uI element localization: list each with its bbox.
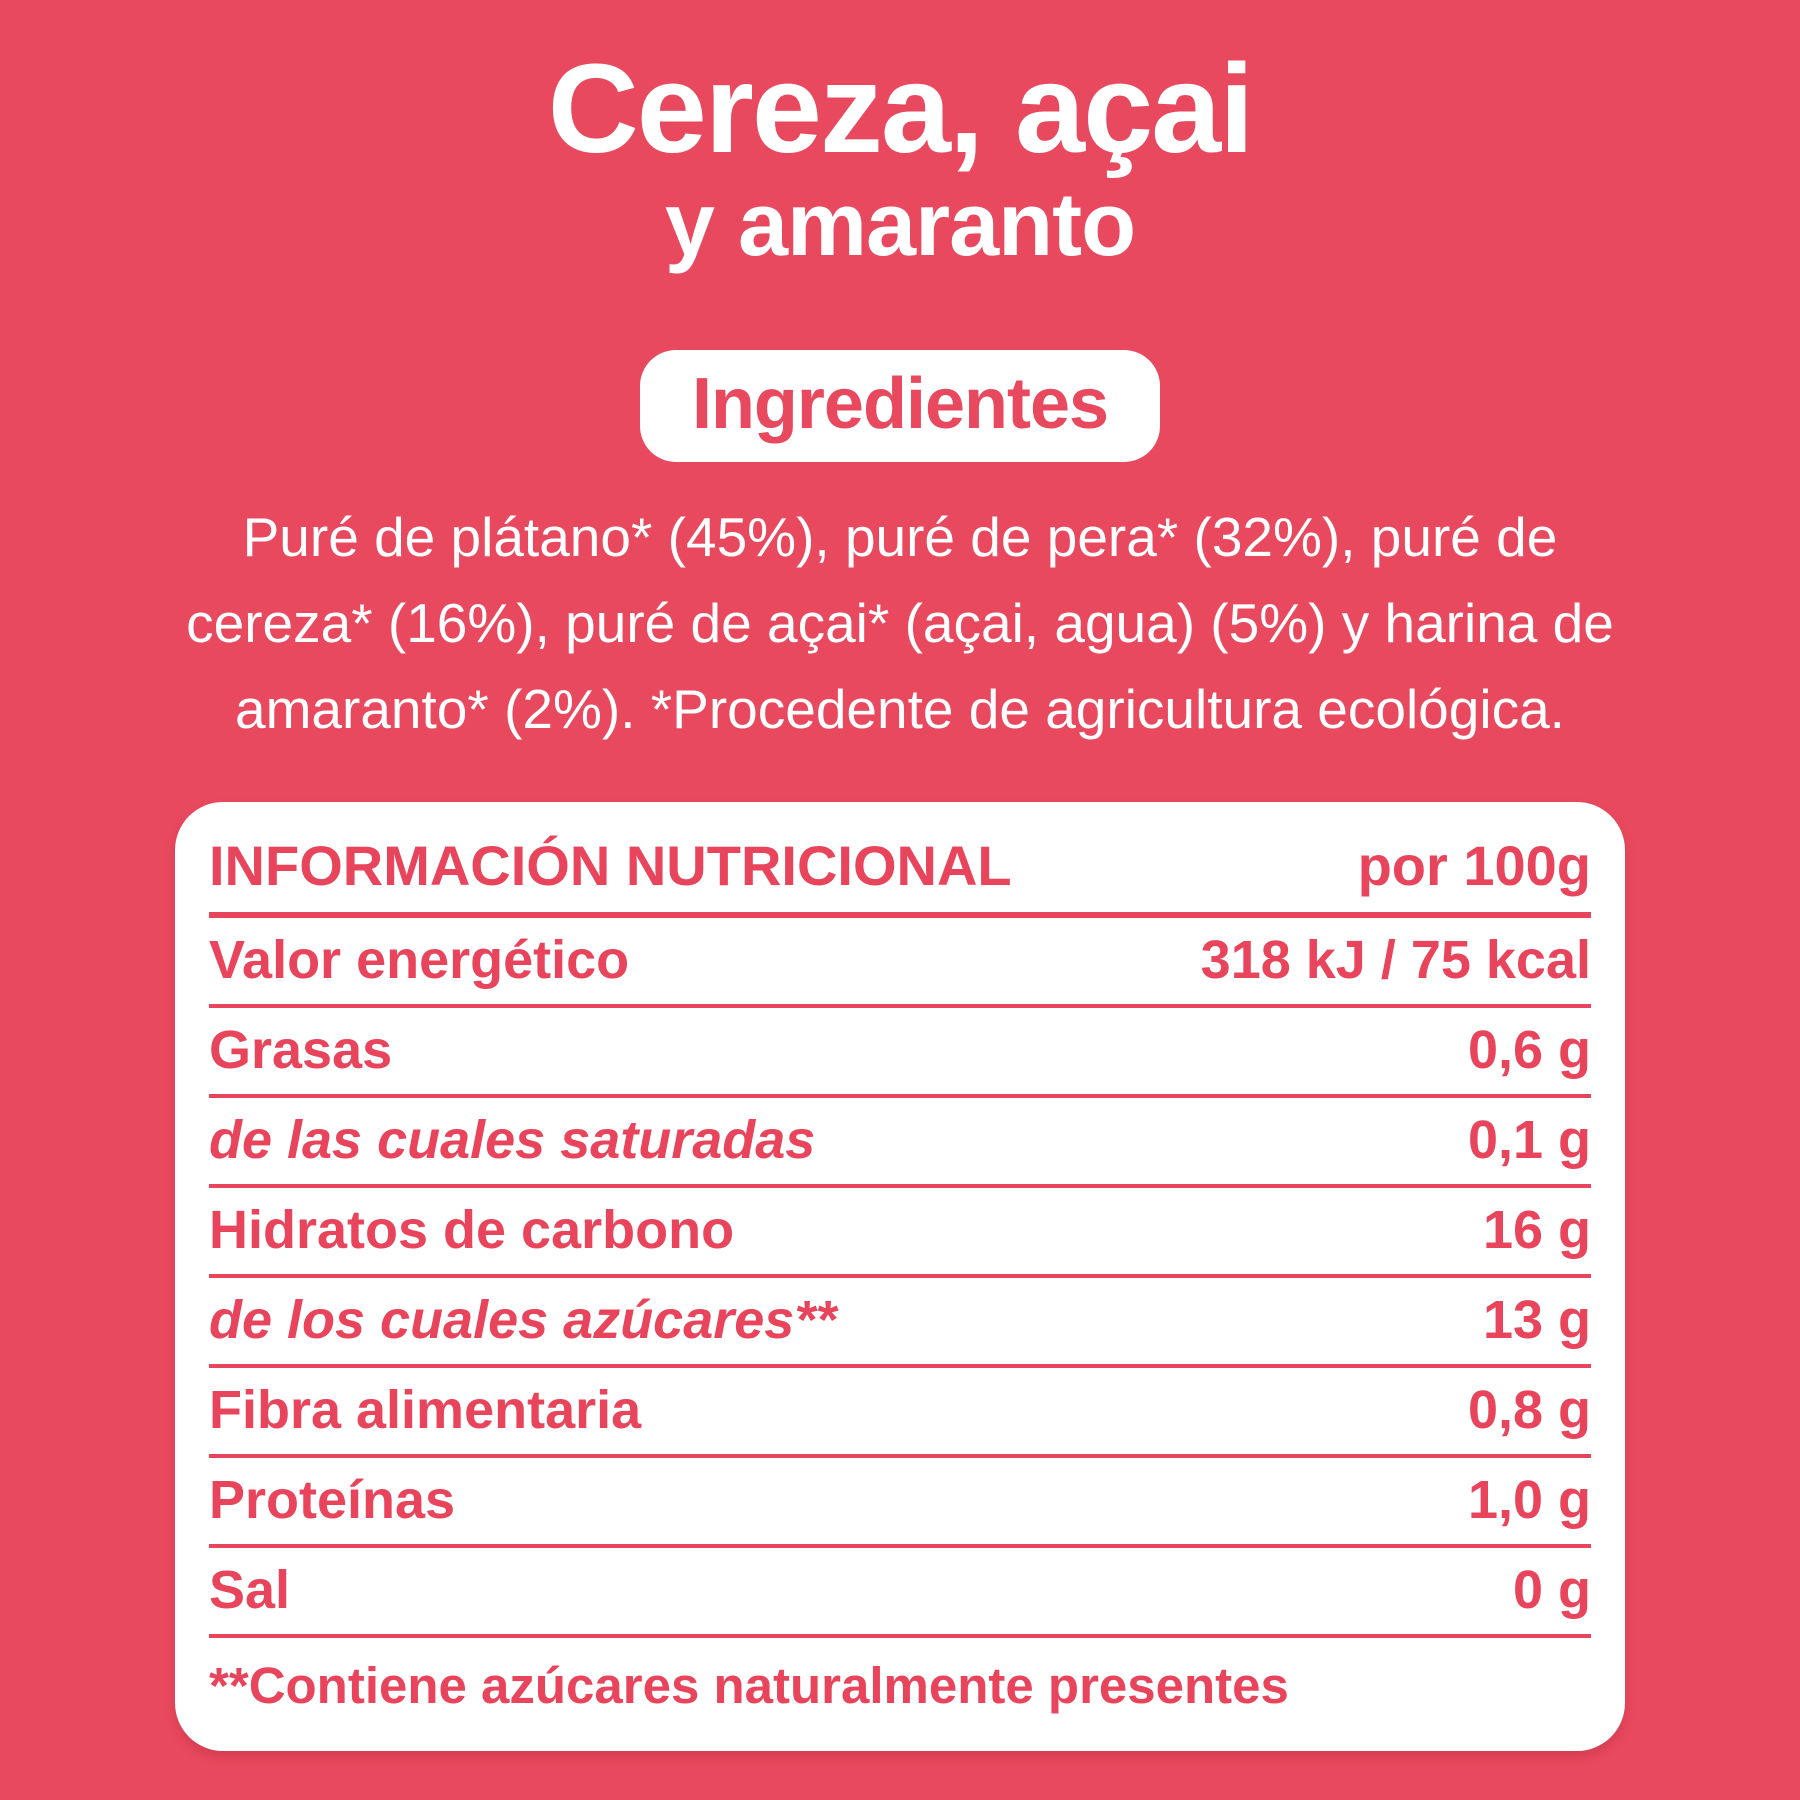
nutrition-row: Hidratos de carbono 16 g bbox=[209, 1188, 1591, 1278]
nutrient-label: Valor energético bbox=[209, 930, 630, 990]
nutrition-row: Proteínas 1,0 g bbox=[209, 1458, 1591, 1548]
nutrient-label: Fibra alimentaria bbox=[209, 1380, 642, 1440]
nutrition-table-header: INFORMACIÓN NUTRICIONAL por 100g bbox=[209, 828, 1591, 918]
nutrient-label: Sal bbox=[209, 1560, 291, 1620]
nutrient-value: 16 g bbox=[1482, 1200, 1591, 1260]
nutrition-rows: Valor energético 318 kJ / 75 kcal Grasas 0,… bbox=[209, 918, 1591, 1638]
product-title-line1: Cereza, açai bbox=[547, 38, 1254, 179]
sugars-footnote: **Contiene azúcares naturalmente present… bbox=[209, 1657, 1289, 1714]
product-title-line2: y amaranto bbox=[664, 175, 1136, 275]
ingredients-line: amaranto* (2%). *Procedente de agricultu… bbox=[235, 678, 1565, 740]
nutrition-row: de las cuales saturadas 0,1 g bbox=[209, 1098, 1591, 1188]
nutrient-label: de los cuales azúcares** bbox=[209, 1290, 837, 1350]
nutrition-row: Sal 0 g bbox=[209, 1548, 1591, 1638]
nutrient-value: 1,0 g bbox=[1467, 1470, 1591, 1530]
nutrient-value: 0,6 g bbox=[1467, 1020, 1591, 1080]
nutrition-header-title: INFORMACIÓN NUTRICIONAL bbox=[209, 834, 1012, 897]
nutrient-label: Grasas bbox=[209, 1020, 393, 1080]
ingredients-line: cereza* (16%), puré de açai* (açai, agua… bbox=[186, 592, 1614, 654]
ingredients-line: Puré de plátano* (45%), puré de pera* (3… bbox=[242, 506, 1558, 568]
nutrient-value: 0,8 g bbox=[1467, 1380, 1591, 1440]
ingredients-badge-label: Ingredientes bbox=[691, 364, 1109, 444]
nutrient-value: 13 g bbox=[1482, 1290, 1591, 1350]
ingredients-badge: Ingredientes bbox=[639, 350, 1161, 462]
nutrition-facts-card: INFORMACIÓN NUTRICIONAL por 100g Valor e… bbox=[175, 802, 1625, 1751]
nutrition-row: de los cuales azúcares** 13 g bbox=[209, 1278, 1591, 1368]
nutrient-value: 0,1 g bbox=[1467, 1110, 1591, 1170]
nutrient-label: Proteínas bbox=[209, 1470, 456, 1530]
nutrition-row: Grasas 0,6 g bbox=[209, 1008, 1591, 1098]
nutrition-header-per: por 100g bbox=[1357, 834, 1591, 897]
nutrient-label: Hidratos de carbono bbox=[209, 1200, 735, 1260]
ingredients-paragraph: Puré de plátano* (45%), puré de pera* (3… bbox=[186, 494, 1614, 752]
nutrient-value: 0 g bbox=[1512, 1560, 1591, 1620]
nutrient-value: 318 kJ / 75 kcal bbox=[1200, 930, 1591, 990]
nutrition-row: Fibra alimentaria 0,8 g bbox=[209, 1368, 1591, 1458]
nutrient-label: de las cuales saturadas bbox=[209, 1110, 816, 1170]
nutrition-row: Valor energético 318 kJ / 75 kcal bbox=[209, 918, 1591, 1008]
